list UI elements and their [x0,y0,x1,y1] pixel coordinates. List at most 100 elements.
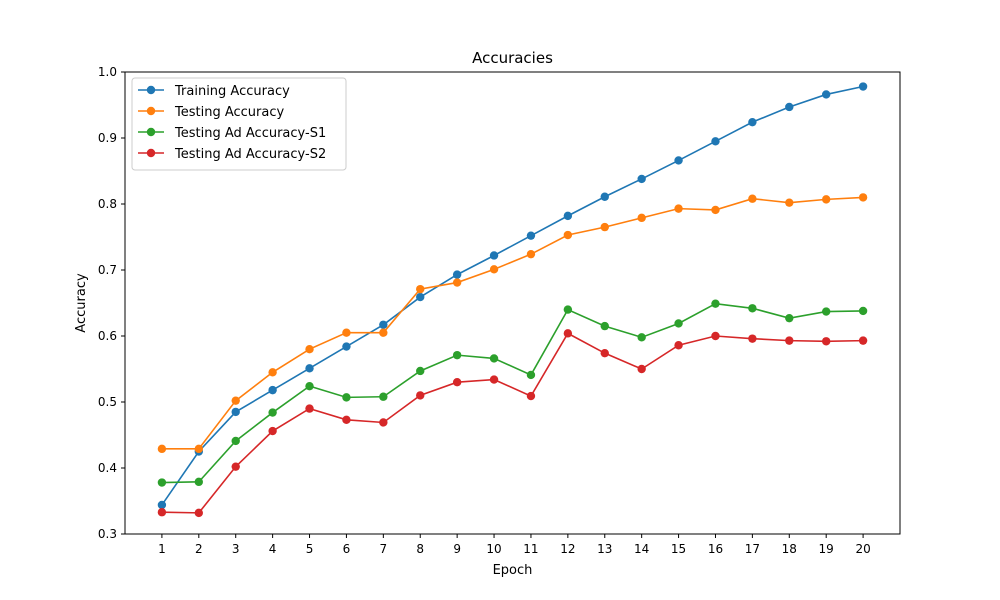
data-point [342,393,351,402]
data-point [711,299,720,308]
legend-marker [146,85,156,95]
data-point [157,500,167,510]
data-point [268,385,277,395]
x-tick-label: 16 [708,542,723,556]
y-tick-label: 0.6 [98,329,117,343]
data-point [157,508,167,517]
chart-title: Accuracies [472,49,553,67]
x-tick-label: 1 [158,542,166,556]
x-tick-label: 20 [855,542,870,556]
y-tick-label: 0.4 [98,461,117,475]
data-point [563,329,573,338]
x-tick-label: 19 [819,542,834,556]
data-point [748,334,757,343]
series-2 [157,193,868,454]
data-point [748,304,757,313]
series-line [161,332,864,514]
data-point [194,508,204,518]
data-point [416,391,425,400]
data-point [637,174,646,184]
data-point [637,333,646,342]
data-point [526,231,536,240]
data-point [452,378,462,387]
x-axis-label: Epoch [493,563,533,578]
data-point [674,341,683,350]
plot-area [124,71,901,535]
data-point [268,426,277,436]
data-point [637,364,646,374]
data-point [600,222,609,232]
data-point [821,195,831,204]
data-point [711,137,720,146]
data-point [268,368,277,377]
legend-item: Training Accuracy [138,84,290,99]
data-point [785,198,794,207]
data-point [821,337,831,346]
x-tick-label: 18 [782,542,797,556]
x-tick-label: 14 [634,542,649,556]
data-point [711,205,720,215]
series-group [157,82,868,518]
data-point [489,375,499,384]
legend-item: Testing Ad Accuracy-S1 [138,126,326,141]
data-point [785,313,794,323]
y-axis-label: Accuracy [74,273,89,333]
series-line [161,196,864,450]
data-point [526,391,536,401]
data-point [526,249,536,259]
legend-label: Training Accuracy [174,84,290,99]
data-point [379,392,388,401]
data-point [563,230,573,240]
data-point [563,305,573,314]
y-tick-label: 0.5 [98,395,117,409]
x-axis: 1 2 3 4 5 6 7 8 9 10 11 12 13 14 15 16 17 18 19 20 [158,534,871,556]
data-point [305,381,314,391]
data-point [858,193,868,202]
x-tick-label: 17 [745,542,760,556]
data-point [416,366,425,376]
data-point [563,211,573,221]
legend-item: Testing Accuracy [138,105,284,120]
legend-label: Testing Accuracy [174,105,284,120]
x-tick-label: 11 [523,542,538,556]
x-tick-label: 12 [560,542,575,556]
x-tick-label: 9 [453,542,461,556]
data-point [305,364,314,373]
data-point [748,117,757,127]
data-point [600,192,609,201]
x-tick-label: 8 [416,542,424,556]
series-1 [157,82,868,510]
y-axis: 0.3 0.4 0.5 0.6 0.7 0.8 0.9 1.0 [98,65,125,541]
data-point [711,331,720,341]
data-point [821,90,831,99]
data-point [379,418,388,427]
legend-box [131,77,347,171]
data-point [342,328,351,337]
x-tick-label: 10 [486,542,501,556]
legend-label: Testing Ad Accuracy-S1 [174,126,326,141]
data-point [748,194,757,203]
data-point [858,336,868,345]
data-point [489,354,499,363]
legend-marker [146,106,156,116]
data-point [231,407,240,417]
data-point [416,284,425,294]
x-tick-label: 5 [306,542,314,556]
data-point [858,82,868,91]
data-point [637,213,646,223]
data-point [600,348,609,358]
y-tick-label: 0.9 [98,131,117,145]
x-tick-label: 4 [269,542,277,556]
x-tick-label: 15 [671,542,686,556]
x-tick-label: 6 [343,542,351,556]
data-point [674,156,683,165]
data-point [194,444,204,454]
data-point [342,415,351,425]
x-tick-label: 3 [232,542,240,556]
data-point [305,404,314,413]
data-point [268,408,277,417]
legend-item: Testing Ad Accuracy-S2 [138,147,326,162]
legend: Training Accuracy Testing Accuracy Testing… [131,77,347,171]
data-point [600,321,609,331]
